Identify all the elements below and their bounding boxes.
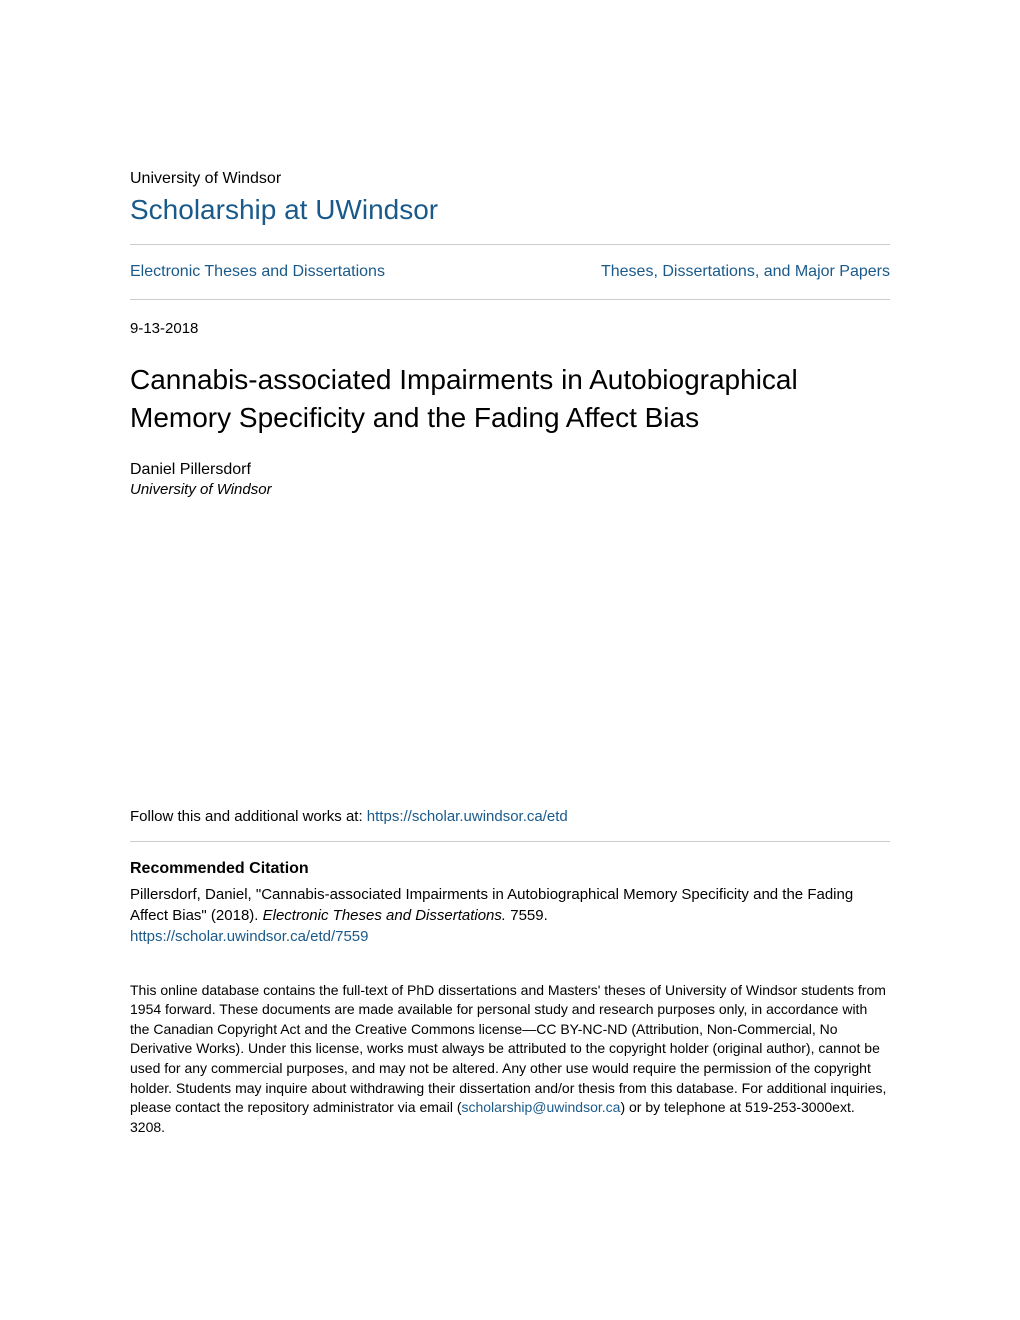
citation-series: Electronic Theses and Dissertations.: [263, 907, 506, 924]
follow-url-link[interactable]: https://scholar.uwindsor.ca/etd: [367, 808, 568, 825]
vertical-spacer: [130, 498, 890, 808]
citation-permalink[interactable]: https://scholar.uwindsor.ca/etd/7559: [130, 928, 890, 945]
citation-header: Recommended Citation: [130, 860, 890, 878]
disclaimer-text: This online database contains the full-t…: [130, 981, 890, 1138]
disclaimer-part1: This online database contains the full-t…: [130, 982, 886, 1116]
repository-link[interactable]: Scholarship at UWindsor: [130, 194, 890, 226]
institution-name: University of Windsor: [130, 170, 890, 188]
author-affiliation: University of Windsor: [130, 481, 890, 498]
contact-email-link[interactable]: scholarship@uwindsor.ca: [461, 1099, 620, 1115]
publication-date: 9-13-2018: [130, 320, 890, 337]
citation-number: 7559.: [506, 907, 548, 924]
nav-parent-link[interactable]: Theses, Dissertations, and Major Papers: [601, 263, 890, 281]
follow-prefix: Follow this and additional works at:: [130, 808, 367, 825]
follow-works-line: Follow this and additional works at: htt…: [130, 808, 890, 825]
divider-citation: [130, 841, 890, 842]
divider-nav: [130, 299, 890, 300]
paper-title: Cannabis-associated Impairments in Autob…: [130, 361, 890, 437]
document-page: University of Windsor Scholarship at UWi…: [0, 0, 1020, 1197]
nav-collection-link[interactable]: Electronic Theses and Dissertations: [130, 263, 385, 281]
author-name: Daniel Pillersdorf: [130, 461, 890, 479]
citation-body: Pillersdorf, Daniel, "Cannabis-associate…: [130, 884, 890, 926]
breadcrumb-nav: Electronic Theses and Dissertations Thes…: [130, 245, 890, 299]
